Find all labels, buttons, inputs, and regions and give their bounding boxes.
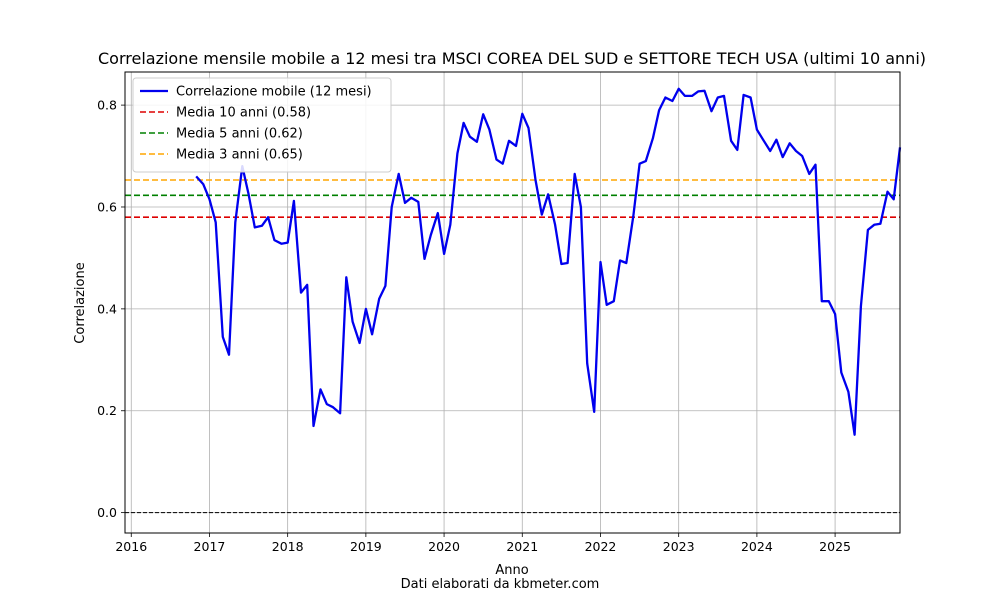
legend: Correlazione mobile (12 mesi) Media 10 an… [132, 77, 392, 173]
x-tick-label: 2019 [350, 539, 382, 554]
x-tick-label: 2025 [819, 539, 851, 554]
x-tick-label: 2020 [428, 539, 460, 554]
series-group [195, 87, 902, 436]
legend-box [132, 77, 392, 173]
legend-label: Media 3 anni (0.65) [176, 148, 303, 163]
x-axis-label: Anno [495, 563, 528, 578]
y-tick-label: 0.0 [97, 505, 117, 520]
y-tick-label: 0.2 [97, 403, 117, 418]
x-tick-label: 2017 [194, 539, 226, 554]
series-line [195, 87, 902, 436]
y-tick-label: 0.4 [97, 301, 117, 316]
legend-label: Media 10 anni (0.58) [176, 106, 311, 121]
y-tick-label: 0.8 [97, 98, 117, 113]
x-tick-label: 2018 [272, 539, 304, 554]
legend-label: Media 5 anni (0.62) [176, 127, 303, 142]
reference-lines [125, 179, 900, 514]
y-axis-label: Correlazione [73, 262, 88, 343]
x-tick-label: 2024 [741, 539, 773, 554]
x-tick-label: 2021 [506, 539, 538, 554]
plot-frame [124, 71, 901, 534]
x-axis: 2016 2017 2018 2019 2020 2021 2022 2023 2024 2025 [115, 533, 851, 554]
x-tick-label: 2016 [115, 539, 147, 554]
y-axis: 0.0 0.2 0.4 0.6 0.8 [97, 98, 125, 520]
x-tick-label: 2023 [663, 539, 695, 554]
legend-label: Correlazione mobile (12 mesi) [176, 85, 372, 100]
chart-title: Correlazione mensile mobile a 12 mesi tr… [98, 49, 926, 68]
footer-credit: Dati elaborati da kbmeter.com [401, 577, 600, 592]
x-tick-label: 2022 [585, 539, 617, 554]
y-tick-label: 0.6 [97, 199, 117, 214]
